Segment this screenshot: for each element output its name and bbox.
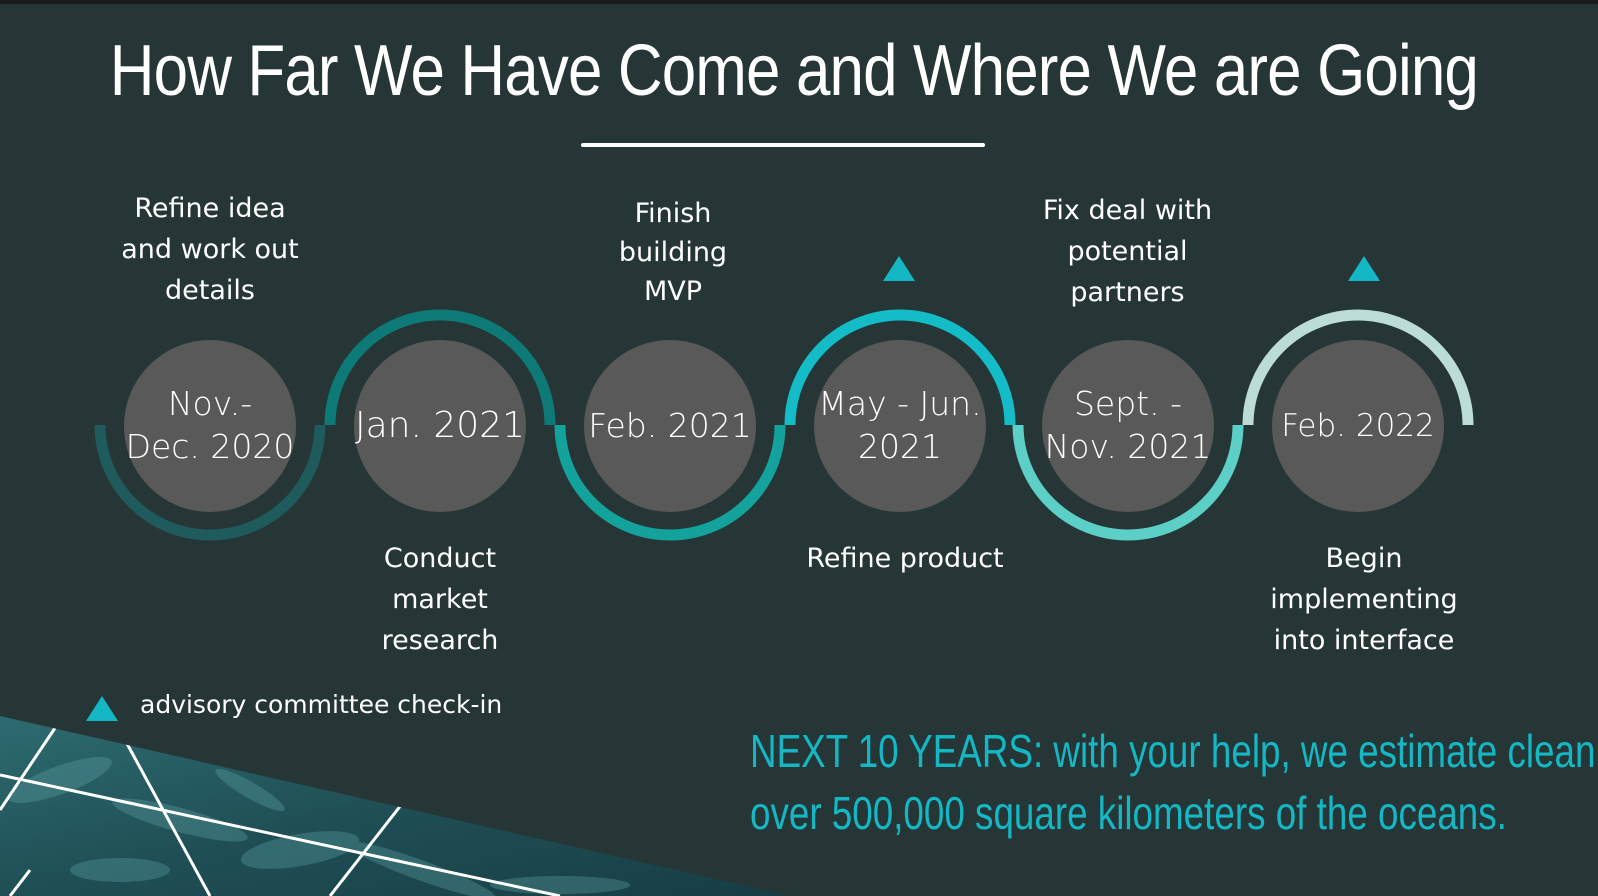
- milestone-date: Sept. - Nov. 2021: [1044, 384, 1212, 466]
- arc-3: [554, 424, 786, 541]
- milestone-circle-1: Nov.- Dec. 2020: [124, 340, 296, 512]
- arc-5: [1012, 424, 1244, 541]
- milestone-date: Feb. 2021: [588, 405, 752, 445]
- triangle-icon: [1348, 256, 1380, 281]
- title-underline: [581, 143, 985, 147]
- arc-4: [784, 309, 1016, 426]
- milestone-label-1: Refine idea and work out details: [121, 193, 299, 306]
- milestone-date: Nov.- Dec. 2020: [125, 384, 295, 466]
- milestone-circle-2: Jan. 2021: [354, 340, 526, 512]
- callout-line-2: over 500,000 square kilometers of the oc…: [750, 787, 1507, 839]
- arc-6: [1242, 309, 1474, 426]
- top-border: [0, 0, 1598, 4]
- milestone-circle-4: May - Jun. 2021: [814, 340, 986, 512]
- arc-2: [324, 309, 556, 426]
- page-title: How Far We Have Come and Where We are Go…: [109, 31, 1479, 111]
- milestone-date: Jan. 2021: [355, 404, 525, 446]
- milestone-circle-5: Sept. - Nov. 2021: [1042, 340, 1214, 512]
- next-ten-years-callout: NEXT 10 YEARS: with your help, we estima…: [660, 720, 1598, 844]
- callout-line-1: NEXT 10 YEARS: with your help, we estima…: [750, 725, 1598, 777]
- legend-triangle-icon: [86, 696, 118, 721]
- triangle-icon: [883, 256, 915, 281]
- milestone-date: May - Jun. 2021: [818, 384, 982, 466]
- legend-label: advisory committee check-in: [140, 690, 503, 719]
- milestone-label-4: Refine product: [806, 543, 1004, 574]
- milestone-circle-6: Feb. 2022: [1272, 340, 1444, 512]
- milestone-label-5: Fix deal with potential partners: [1042, 195, 1213, 308]
- milestone-date: Feb. 2022: [1281, 407, 1435, 444]
- milestone-label-6: Begin implementing into interface: [1270, 543, 1458, 656]
- milestone-circle-3: Feb. 2021: [584, 340, 756, 512]
- milestone-label-3: Finish building MVP: [618, 198, 728, 307]
- milestone-label-2: Conduct market research: [381, 543, 499, 656]
- arc-1: [94, 424, 326, 541]
